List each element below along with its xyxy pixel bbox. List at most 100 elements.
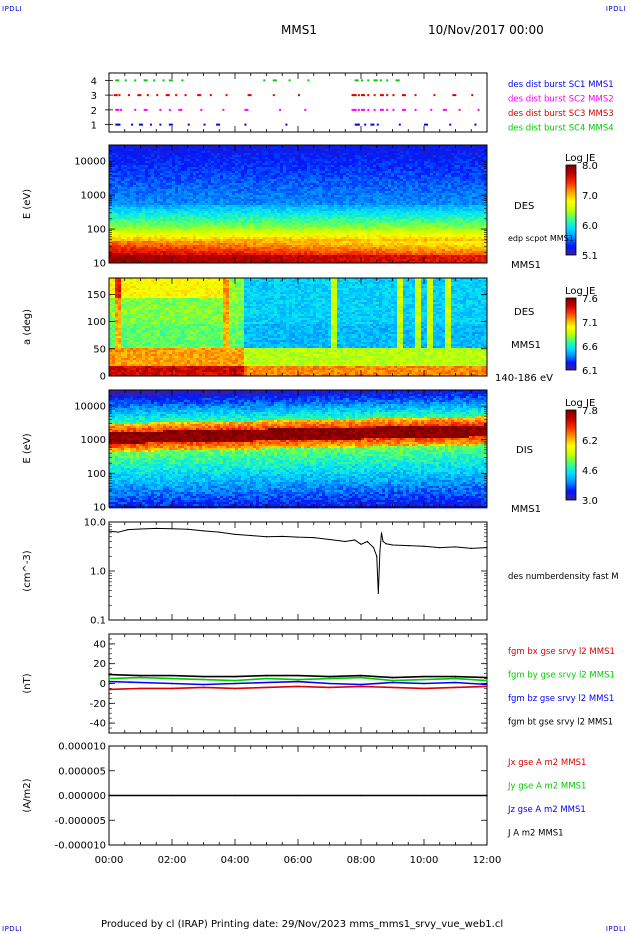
density-point-6 xyxy=(187,529,188,530)
bfield-point-3-12 xyxy=(486,677,488,679)
burst-mark-1-7 xyxy=(200,109,202,111)
burst-mark-3-5 xyxy=(163,79,165,81)
bfield-tick-2: 0 xyxy=(100,679,106,690)
burst-mark-3-14 xyxy=(367,79,369,81)
density-point-1 xyxy=(118,532,119,533)
burst-mark-0-2 xyxy=(131,124,133,126)
bfield-point-2-11 xyxy=(455,682,457,684)
density-point-22 xyxy=(378,593,379,594)
dis-energy-ylabel: E (eV) xyxy=(22,433,33,463)
burst-mark-2-6 xyxy=(166,94,170,96)
dis-energy-colorbar-bar xyxy=(566,410,576,500)
burst-mark-3-11 xyxy=(307,79,309,81)
burst-mark-1-3 xyxy=(144,109,148,111)
des-pitch-colorbar-tick-0: 7.6 xyxy=(582,294,598,305)
burst-mark-3-0 xyxy=(115,79,119,81)
density-point-21 xyxy=(376,556,377,557)
burst-mark-2-26 xyxy=(433,94,435,96)
density-ylabel: (cm^-3) xyxy=(22,550,33,591)
burst-legend-1: des dist burst SC2 MMS2 xyxy=(508,95,614,105)
density-point-9 xyxy=(234,534,235,535)
burst-mark-1-22 xyxy=(415,109,417,111)
density-point-23 xyxy=(379,551,380,552)
current-point-5 xyxy=(423,795,425,797)
bfield-point-0-6 xyxy=(297,686,299,688)
burst-tick-0: 1 xyxy=(91,121,97,132)
current-point-6 xyxy=(486,795,488,797)
current-legend-2: Jz gse A m2 MMS1 xyxy=(507,805,586,815)
burst-mark-1-15 xyxy=(361,109,365,111)
burst-mark-3-3 xyxy=(144,79,148,81)
burst-mark-2-8 xyxy=(185,94,187,96)
burst-mark-0-5 xyxy=(159,124,161,126)
burst-mark-2-2 xyxy=(128,94,130,96)
burst-mark-1-18 xyxy=(380,109,384,111)
density-point-7 xyxy=(203,530,204,531)
burst-legend-2: des dist burst SC3 MMS3 xyxy=(508,109,614,119)
burst-mark-2-28 xyxy=(471,94,473,96)
dis-energy-tick-3: 10000 xyxy=(74,402,106,413)
bfield-point-3-0 xyxy=(108,674,110,676)
density-point-12 xyxy=(282,536,283,537)
burst-mark-2-21 xyxy=(380,94,384,96)
bfield-point-0-0 xyxy=(108,689,110,691)
bfield-point-2-6 xyxy=(297,681,299,683)
burst-mark-3-18 xyxy=(396,79,400,81)
bfield-point-1-2 xyxy=(171,678,173,680)
des-pitch-cells xyxy=(109,278,487,376)
burst-mark-2-12 xyxy=(248,94,252,96)
time-tick-0: 00:00 xyxy=(95,855,124,866)
bfield-point-0-10 xyxy=(423,688,425,690)
density-point-28 xyxy=(408,545,409,546)
burst-mark-2-7 xyxy=(175,94,177,96)
burst-mark-1-1 xyxy=(120,109,122,111)
bfield-point-3-9 xyxy=(392,677,394,679)
density-point-25 xyxy=(382,541,383,542)
current-legend-1: Jy gse A m2 MMS1 xyxy=(507,782,586,792)
burst-mark-3-13 xyxy=(361,79,363,81)
burst-mark-2-19 xyxy=(367,94,369,96)
des-energy-cells xyxy=(109,145,487,263)
bfield-point-0-8 xyxy=(360,686,362,688)
density-point-26 xyxy=(386,543,387,544)
density-point-31 xyxy=(455,546,456,547)
burst-mark-1-8 xyxy=(222,109,224,111)
dis-energy-colorbar-tick-2: 4.6 xyxy=(582,466,598,477)
bfield-point-0-9 xyxy=(392,687,394,689)
bfield-point-2-12 xyxy=(486,684,488,686)
burst-mark-1-25 xyxy=(459,109,461,111)
bfield-point-3-5 xyxy=(266,675,268,677)
dis-energy-tick-2: 1000 xyxy=(81,435,106,446)
density-point-16 xyxy=(345,541,346,542)
bfield-point-1-3 xyxy=(203,679,205,681)
bfield-point-0-4 xyxy=(234,688,236,690)
dis-energy-cells xyxy=(109,390,487,508)
burst-mark-2-3 xyxy=(137,94,141,96)
dis-energy-side-label-1: MMS1 xyxy=(511,504,541,515)
des-pitch-tick-3: 150 xyxy=(87,290,106,301)
burst-mark-3-16 xyxy=(380,79,382,81)
burst-mark-1-13 xyxy=(355,109,357,111)
des-energy-tick-1: 100 xyxy=(87,225,106,236)
current-legend-3: J A m2 MMS1 xyxy=(507,829,564,839)
current-tick-0: -0.000010 xyxy=(55,841,106,852)
burst-mark-1-24 xyxy=(443,109,447,111)
des-pitch-ylabel: a (deg) xyxy=(22,309,33,345)
density-point-24 xyxy=(381,532,382,533)
burst-legend-3: des dist burst SC4 MMS4 xyxy=(508,124,614,134)
bfield-point-2-4 xyxy=(234,683,236,685)
bfield-tick-4: 40 xyxy=(93,639,106,650)
des-pitch-colorbar-tick-2: 6.6 xyxy=(582,342,598,353)
burst-mark-0-15 xyxy=(370,124,374,126)
bfield-point-3-7 xyxy=(329,676,331,678)
bfield-point-1-5 xyxy=(266,678,268,680)
bfield-point-2-10 xyxy=(423,683,425,685)
bfield-point-1-6 xyxy=(297,679,299,681)
dis-energy-side-label-0: DIS xyxy=(516,445,533,456)
burst-mark-2-14 xyxy=(298,94,300,96)
des-pitch-side-label-2: 140-186 eV xyxy=(495,373,553,384)
bfield-tick-0: -40 xyxy=(90,719,106,730)
burst-mark-2-27 xyxy=(452,94,456,96)
bfield-point-2-3 xyxy=(203,684,205,686)
